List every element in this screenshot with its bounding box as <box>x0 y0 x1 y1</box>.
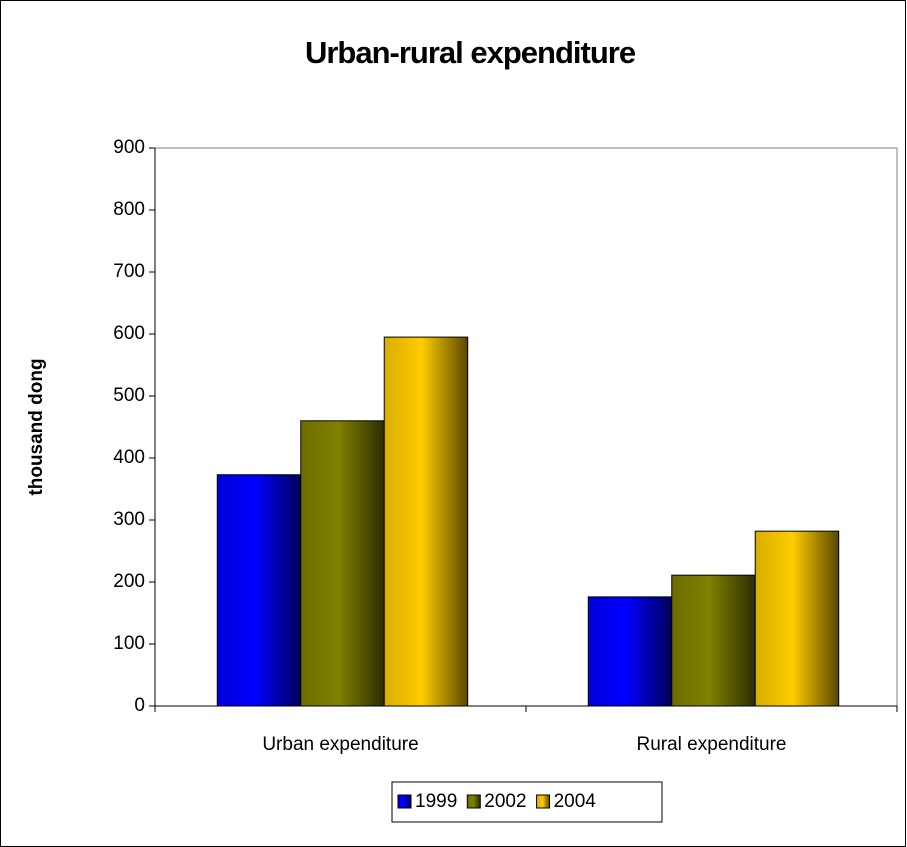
y-tick-label: 400 <box>113 447 145 468</box>
y-tick-label: 500 <box>113 385 145 406</box>
y-tick-label: 0 <box>134 695 145 716</box>
chart-title: Urban-rural expenditure <box>305 35 636 70</box>
legend-swatch <box>466 794 481 809</box>
bar <box>216 474 302 707</box>
y-axis-label: thousand dong <box>26 358 47 495</box>
bar <box>587 596 673 707</box>
legend-box <box>391 781 663 823</box>
y-tick-label: 900 <box>113 137 145 158</box>
bar <box>383 336 469 707</box>
legend-label: 2002 <box>484 791 526 812</box>
legend-label: 1999 <box>415 791 457 812</box>
bar <box>754 530 840 707</box>
y-tick-label: 100 <box>113 633 145 654</box>
y-tick-label: 300 <box>113 509 145 530</box>
legend-swatch <box>397 794 412 809</box>
y-tick-label: 800 <box>113 199 145 220</box>
legend-label: 2004 <box>554 791 597 812</box>
y-tick-label: 200 <box>113 571 145 592</box>
x-tick-label: Rural expenditure <box>637 734 787 755</box>
x-tick-label: Urban expenditure <box>262 734 418 755</box>
legend-swatch <box>536 794 551 809</box>
bar <box>671 574 756 707</box>
y-tick-label: 700 <box>113 261 145 282</box>
y-tick-label: 600 <box>113 323 145 344</box>
bar <box>300 420 385 707</box>
